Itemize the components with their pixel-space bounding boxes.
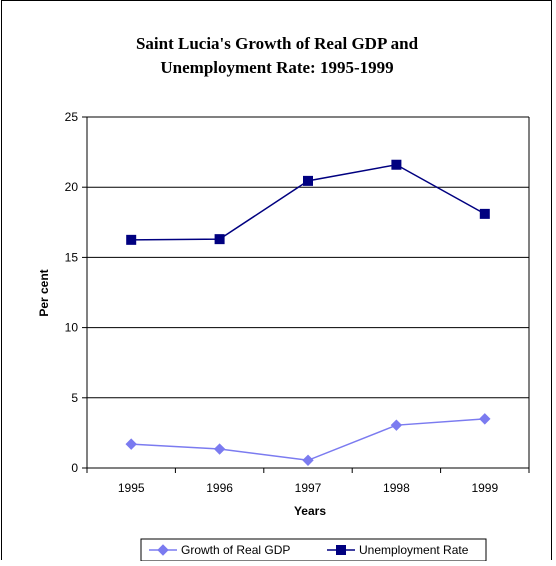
x-axis-ticks: 1995 1996 1997 1998 1999 <box>86 468 530 495</box>
chart-title-line-2: Unemployment Rate: 1995-1999 <box>160 58 393 77</box>
legend-label-1: Unemployment Rate <box>359 543 469 557</box>
data-point-0-1995 <box>125 438 137 450</box>
y-tick-label-25: 25 <box>65 110 79 124</box>
x-tick-label-1997: 1997 <box>295 481 322 495</box>
legend-marker-0 <box>157 544 169 556</box>
x-axis-label: Years <box>294 504 326 518</box>
y-tick-label-20: 20 <box>65 180 79 194</box>
y-tick-label-10: 10 <box>65 321 79 335</box>
series-group <box>125 159 491 466</box>
legend-marker-1 <box>336 545 346 555</box>
x-tick-label-1995: 1995 <box>118 481 145 495</box>
y-axis-ticks: 0 5 10 15 20 25 <box>65 110 87 475</box>
y-tick-label-15: 15 <box>65 250 79 264</box>
data-point-1-1996 <box>214 234 225 245</box>
series-line-0 <box>131 418 485 462</box>
legend-label-0: Growth of Real GDP <box>181 543 290 557</box>
data-point-0-1999 <box>479 413 491 425</box>
series-1 <box>126 159 490 245</box>
data-point-1-1997 <box>303 175 313 186</box>
data-point-0-1997 <box>302 454 314 466</box>
gridlines <box>86 116 530 469</box>
data-point-0-1998 <box>390 419 403 431</box>
y-axis-label: Per cent <box>37 269 51 316</box>
chart-title-line-1: Saint Lucia's Growth of Real GDP and <box>136 34 419 53</box>
x-tick-label-1999: 1999 <box>471 481 498 495</box>
data-point-1-1998 <box>391 159 402 170</box>
x-tick-label-1998: 1998 <box>383 481 410 495</box>
data-point-1-1999 <box>479 208 490 219</box>
series-0 <box>125 413 491 466</box>
x-tick-label-1996: 1996 <box>206 481 233 495</box>
y-tick-label-5: 5 <box>71 391 78 405</box>
data-point-1-1995 <box>126 234 137 245</box>
legend: Growth of Real GDP Unemployment Rate <box>140 538 487 562</box>
y-tick-label-0: 0 <box>71 461 78 475</box>
data-point-0-1996 <box>213 443 226 455</box>
